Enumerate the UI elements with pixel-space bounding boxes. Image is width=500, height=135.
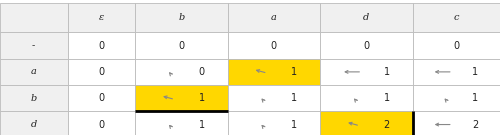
Text: 1: 1 (384, 67, 390, 77)
Text: 1: 1 (291, 93, 297, 103)
Bar (68, 85, 135, 111)
Bar (135, 111, 228, 135)
Text: d: d (363, 13, 370, 22)
Bar (412, 111, 500, 135)
Text: 0: 0 (270, 40, 277, 51)
Bar (135, 59, 228, 85)
Bar (320, 3, 412, 32)
Text: 0: 0 (363, 40, 370, 51)
Text: 2: 2 (384, 119, 390, 130)
Text: d: d (30, 120, 37, 129)
Text: 1: 1 (472, 93, 478, 103)
Bar (320, 111, 412, 135)
Text: b: b (30, 94, 37, 103)
Bar (68, 3, 135, 32)
Text: c: c (454, 13, 459, 22)
Bar (135, 32, 228, 59)
Bar (412, 32, 500, 59)
Bar (320, 85, 412, 111)
Bar (0, 59, 68, 85)
Text: 1: 1 (291, 67, 297, 77)
Text: a: a (271, 13, 276, 22)
Text: b: b (178, 13, 184, 22)
Bar (0, 3, 68, 32)
Bar (0, 85, 68, 111)
Bar (228, 111, 320, 135)
Bar (228, 59, 320, 85)
Text: 1: 1 (291, 119, 297, 130)
Bar (68, 111, 135, 135)
Text: 0: 0 (98, 93, 104, 103)
Bar (68, 32, 135, 59)
Text: 0: 0 (178, 40, 184, 51)
Bar (228, 32, 320, 59)
Bar (412, 3, 500, 32)
Bar (0, 111, 68, 135)
Text: 0: 0 (98, 119, 104, 130)
Text: a: a (31, 67, 36, 76)
Text: -: - (32, 41, 35, 50)
Text: 2: 2 (472, 119, 478, 130)
Bar (320, 59, 412, 85)
Text: ε: ε (98, 13, 104, 22)
Bar (135, 85, 228, 111)
Text: 0: 0 (98, 40, 104, 51)
Text: 1: 1 (198, 93, 204, 103)
Bar (412, 85, 500, 111)
Text: 0: 0 (453, 40, 460, 51)
Bar (228, 3, 320, 32)
Bar (68, 59, 135, 85)
Text: 0: 0 (98, 67, 104, 77)
Text: 0: 0 (198, 67, 204, 77)
Bar (412, 59, 500, 85)
Text: 1: 1 (472, 67, 478, 77)
Bar (228, 85, 320, 111)
Text: 1: 1 (384, 93, 390, 103)
Text: 1: 1 (198, 119, 204, 130)
Bar (135, 3, 228, 32)
Bar (320, 32, 412, 59)
Bar (0, 32, 68, 59)
